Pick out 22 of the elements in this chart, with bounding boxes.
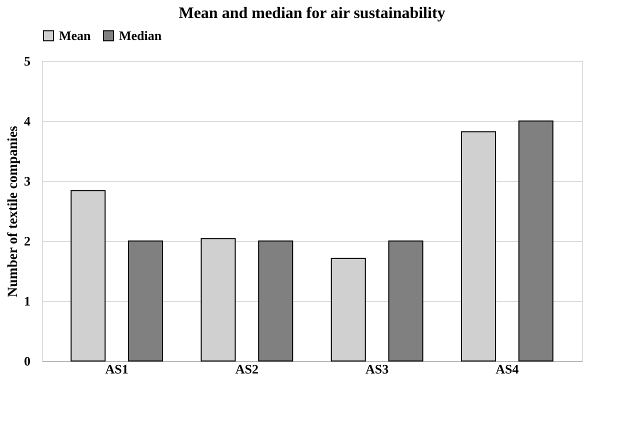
y-tick-label: 4 <box>24 114 31 128</box>
bar <box>258 240 294 362</box>
x-tick-label: AS2 <box>235 362 258 376</box>
y-tick-label: 2 <box>24 234 30 248</box>
x-tick-label: AS3 <box>366 362 390 376</box>
x-tick-label: AS4 <box>496 362 520 376</box>
bar <box>200 238 236 362</box>
legend-label: Mean <box>59 28 92 43</box>
y-tick-label: 5 <box>24 54 31 68</box>
y-tick-label: 0 <box>24 354 30 368</box>
x-tick-label: AS1 <box>105 362 128 376</box>
bar <box>330 258 366 362</box>
y-tick-label: 3 <box>24 174 31 188</box>
bar <box>518 120 554 362</box>
bar <box>460 131 496 362</box>
bar <box>128 240 164 362</box>
y-tick-label: 1 <box>24 294 30 308</box>
legend-label: Median <box>119 28 162 43</box>
chart-title: Mean and median for air sustainability <box>178 5 446 22</box>
bar <box>70 190 106 362</box>
bar <box>388 240 424 362</box>
y-axis-title: Number of textile companies <box>6 125 21 298</box>
